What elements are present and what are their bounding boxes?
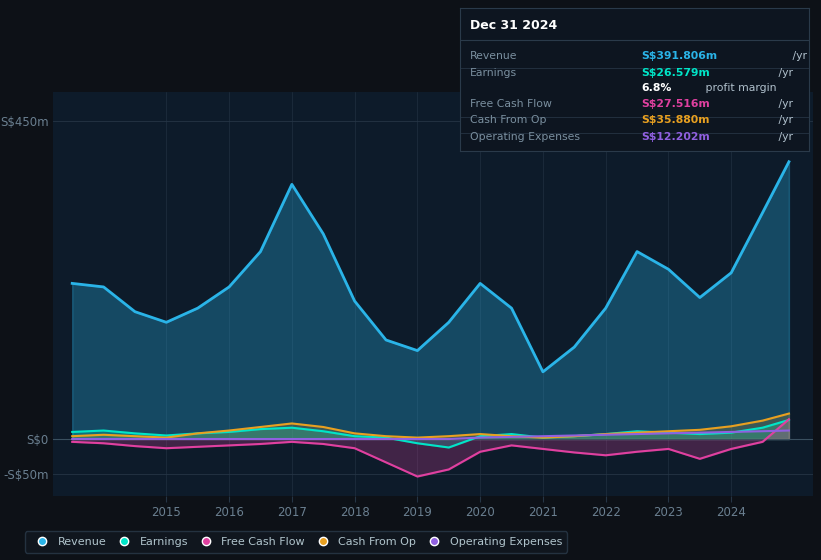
- Text: Free Cash Flow: Free Cash Flow: [470, 99, 552, 109]
- Text: /yr: /yr: [775, 99, 793, 109]
- Text: S$391.806m: S$391.806m: [641, 50, 718, 60]
- Text: Operating Expenses: Operating Expenses: [470, 132, 580, 142]
- Text: S$27.516m: S$27.516m: [641, 99, 710, 109]
- Text: Earnings: Earnings: [470, 68, 517, 78]
- Text: Dec 31 2024: Dec 31 2024: [470, 19, 557, 32]
- Text: /yr: /yr: [775, 132, 793, 142]
- Text: S$35.880m: S$35.880m: [641, 115, 709, 125]
- Text: /yr: /yr: [775, 115, 793, 125]
- Text: 6.8%: 6.8%: [641, 83, 672, 94]
- Text: Cash From Op: Cash From Op: [470, 115, 547, 125]
- Text: profit margin: profit margin: [702, 83, 776, 94]
- Text: /yr: /yr: [775, 68, 793, 78]
- Legend: Revenue, Earnings, Free Cash Flow, Cash From Op, Operating Expenses: Revenue, Earnings, Free Cash Flow, Cash …: [25, 531, 567, 553]
- Text: S$26.579m: S$26.579m: [641, 68, 710, 78]
- Text: S$12.202m: S$12.202m: [641, 132, 710, 142]
- Text: Revenue: Revenue: [470, 50, 518, 60]
- Text: /yr: /yr: [790, 50, 808, 60]
